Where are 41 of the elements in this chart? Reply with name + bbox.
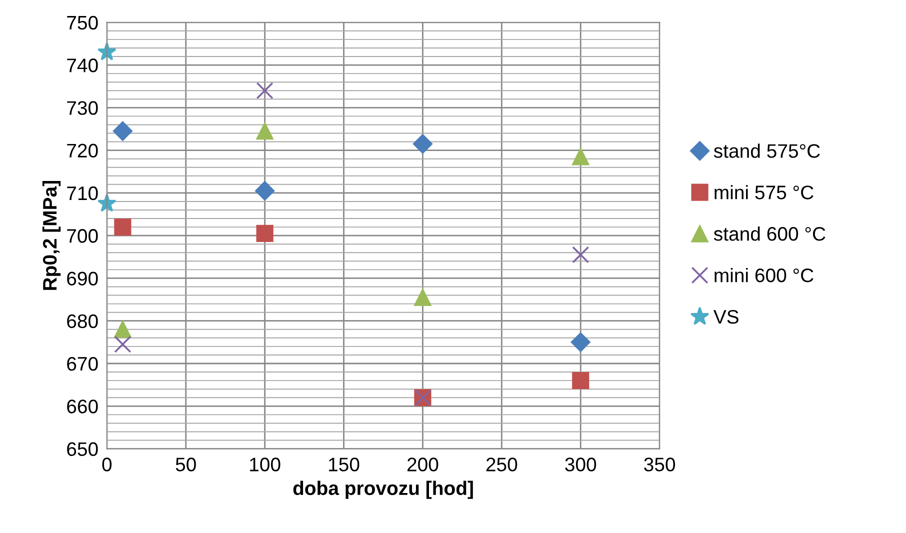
point [114,336,132,353]
point [572,372,590,390]
point [572,148,590,166]
point [570,332,590,352]
legend-label: mini 600 °C [714,268,814,282]
y-tick-label: 720 [67,144,98,158]
point [256,122,274,140]
point [256,224,274,242]
point [256,82,274,100]
legend-label: stand 600 °C [714,226,826,241]
point [112,121,132,141]
y-axis-title: Rp0,2 [MPa] [42,181,61,290]
legend-label: stand 575°C [714,144,820,158]
legend-label: VS [713,310,738,324]
x-axis-title: doba provozu [hod] [293,480,473,499]
y-tick-label: 730 [67,101,98,115]
x-tick-label: 50 [176,458,196,472]
x-tick-label: 0 [102,458,112,472]
point [412,134,432,154]
x-tick-label: 250 [486,458,518,472]
y-tick-label: 670 [67,356,98,371]
point [97,42,116,60]
point [114,218,132,236]
y-tick-label: 690 [67,272,98,286]
x-tick-label: 100 [250,458,280,472]
y-tick-label: 740 [67,58,98,72]
point [414,288,432,306]
point [572,246,590,264]
x-tick-label: 200 [407,458,438,472]
x-tick-label: 300 [565,458,596,472]
y-tick-label: 700 [67,229,98,243]
y-tick-label: 650 [67,442,98,456]
x-tick-label: 350 [644,458,676,472]
y-tick-label: 710 [67,186,98,200]
y-tick-label: 750 [67,16,98,30]
y-tick-label: 660 [67,400,98,414]
y-tick-label: 680 [67,314,98,328]
point [255,181,275,201]
point [114,320,132,338]
legend-label: mini 575 °C [714,185,814,200]
x-tick-label: 150 [329,458,360,472]
